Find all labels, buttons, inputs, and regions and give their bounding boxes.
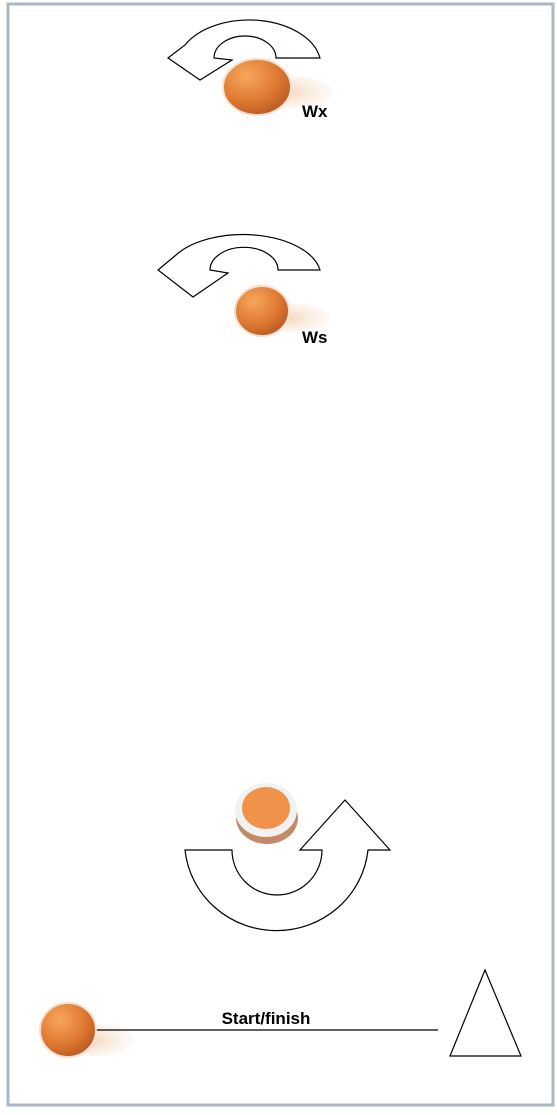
turn-arrow [158,235,320,297]
ball [40,1003,96,1057]
ball-label: Wx [302,102,328,121]
start-label: Start/finish [222,1009,311,1028]
ball-label: Ws [302,328,328,347]
ball [235,286,289,336]
cone [450,970,521,1056]
ball [242,787,290,829]
diagram: Wx Ws Start/finish [0,0,557,1110]
frame [8,4,553,1105]
page: Wx Ws Start/finish (() => { const data =… [0,0,557,1110]
ball [223,59,291,115]
